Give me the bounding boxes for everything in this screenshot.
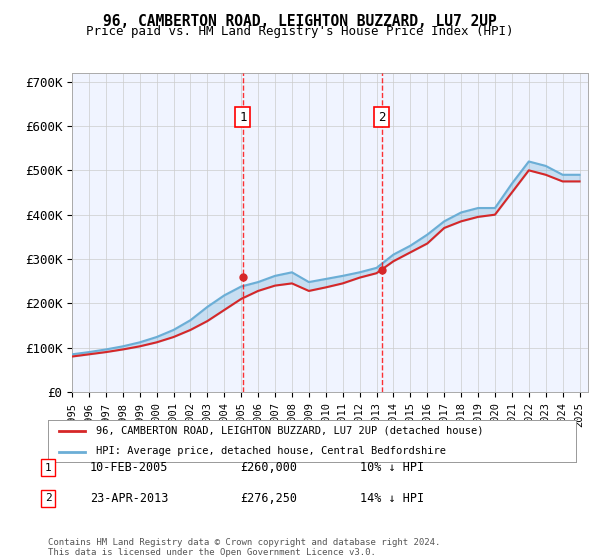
Text: HPI: Average price, detached house, Central Bedfordshire: HPI: Average price, detached house, Cent… (95, 446, 446, 456)
Text: 1: 1 (44, 463, 52, 473)
Text: Contains HM Land Registry data © Crown copyright and database right 2024.
This d: Contains HM Land Registry data © Crown c… (48, 538, 440, 557)
Text: 10% ↓ HPI: 10% ↓ HPI (360, 461, 424, 474)
Text: 2: 2 (378, 111, 385, 124)
Text: Price paid vs. HM Land Registry's House Price Index (HPI): Price paid vs. HM Land Registry's House … (86, 25, 514, 38)
Text: £260,000: £260,000 (240, 461, 297, 474)
Text: 1: 1 (239, 111, 247, 124)
Text: 10-FEB-2005: 10-FEB-2005 (90, 461, 169, 474)
Text: 2: 2 (44, 493, 52, 503)
Text: £276,250: £276,250 (240, 492, 297, 505)
Text: 96, CAMBERTON ROAD, LEIGHTON BUZZARD, LU7 2UP (detached house): 96, CAMBERTON ROAD, LEIGHTON BUZZARD, LU… (95, 426, 483, 436)
Text: 23-APR-2013: 23-APR-2013 (90, 492, 169, 505)
Text: 14% ↓ HPI: 14% ↓ HPI (360, 492, 424, 505)
Text: 96, CAMBERTON ROAD, LEIGHTON BUZZARD, LU7 2UP: 96, CAMBERTON ROAD, LEIGHTON BUZZARD, LU… (103, 14, 497, 29)
